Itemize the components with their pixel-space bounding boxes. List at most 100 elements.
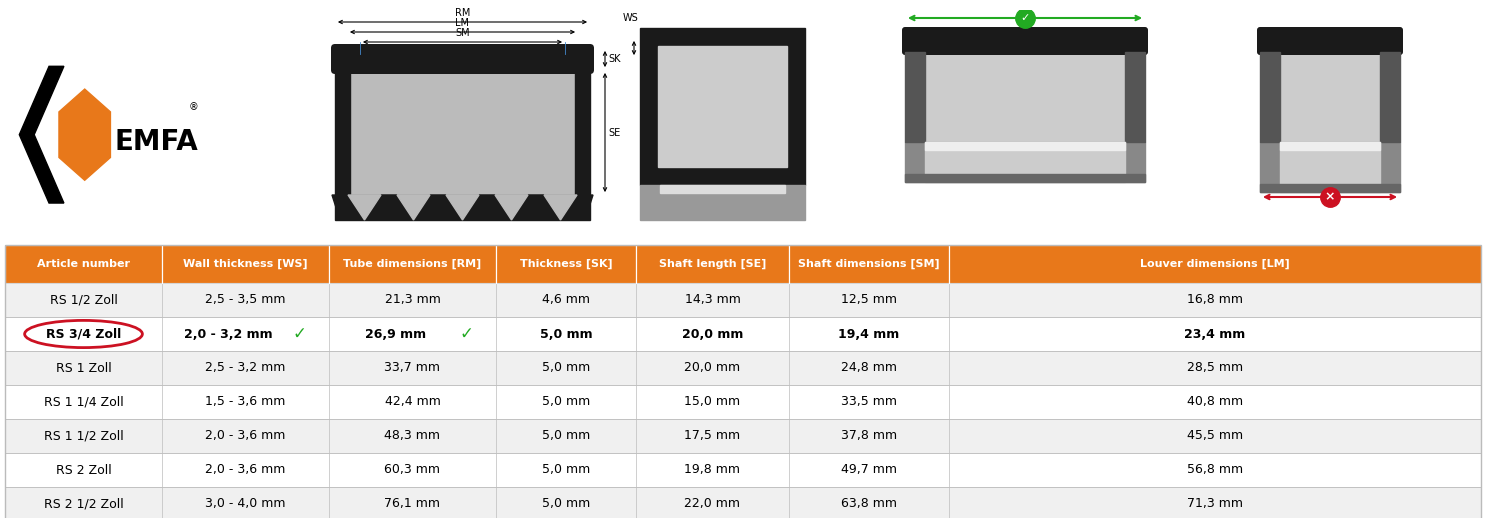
Polygon shape	[429, 195, 446, 220]
Text: Shaft length [SE]: Shaft length [SE]	[658, 259, 767, 269]
Bar	[924, 142, 1125, 150]
Text: WS: WS	[623, 13, 639, 23]
Polygon shape	[348, 195, 380, 220]
Bar	[328, 351, 496, 385]
Bar	[328, 317, 496, 351]
Bar	[162, 317, 328, 351]
Text: 24,8 mm: 24,8 mm	[841, 362, 898, 375]
Bar	[328, 283, 496, 317]
Bar	[162, 351, 328, 385]
Bar	[328, 453, 496, 487]
Bar	[328, 385, 496, 419]
Bar	[4, 453, 162, 487]
Bar	[924, 52, 1125, 142]
Text: 2,0 - 3,6 mm: 2,0 - 3,6 mm	[205, 464, 285, 477]
Text: ×: ×	[1324, 191, 1336, 204]
Bar	[789, 245, 950, 283]
FancyBboxPatch shape	[331, 44, 594, 74]
Polygon shape	[544, 195, 577, 220]
Bar	[950, 317, 1482, 351]
Polygon shape	[19, 66, 64, 203]
Text: 16,8 mm: 16,8 mm	[1187, 294, 1242, 307]
Text: 3,0 - 4,0 mm: 3,0 - 4,0 mm	[205, 497, 285, 511]
Bar	[328, 419, 496, 453]
Text: 76,1 mm: 76,1 mm	[385, 497, 440, 511]
Text: 33,5 mm: 33,5 mm	[841, 396, 898, 409]
Text: RS 2 Zoll: RS 2 Zoll	[55, 464, 111, 477]
Text: RS 2 1/2 Zoll: RS 2 1/2 Zoll	[43, 497, 123, 511]
Text: EMFA: EMFA	[114, 127, 198, 155]
Bar	[636, 245, 789, 283]
Bar	[789, 283, 950, 317]
Bar	[4, 419, 162, 453]
Bar	[789, 453, 950, 487]
Text: 56,8 mm: 56,8 mm	[1187, 464, 1244, 477]
Text: 42,4 mm: 42,4 mm	[385, 396, 440, 409]
Bar	[950, 419, 1482, 453]
Text: 5,0 mm: 5,0 mm	[542, 464, 590, 477]
Bar	[950, 283, 1482, 317]
Text: 5,0 mm: 5,0 mm	[542, 429, 590, 442]
Bar	[636, 351, 789, 385]
Bar	[905, 174, 1146, 182]
Text: 21,3 mm: 21,3 mm	[385, 294, 440, 307]
Text: RS 1 1/4 Zoll: RS 1 1/4 Zoll	[43, 396, 123, 409]
Bar	[950, 351, 1482, 385]
Bar	[162, 283, 328, 317]
Text: Tube dimensions [RM]: Tube dimensions [RM]	[343, 259, 481, 269]
Bar	[162, 419, 328, 453]
Polygon shape	[478, 195, 495, 220]
Bar	[4, 351, 162, 385]
Bar	[1260, 184, 1400, 192]
FancyBboxPatch shape	[902, 27, 1149, 55]
Text: 63,8 mm: 63,8 mm	[841, 497, 898, 511]
Text: 2,5 - 3,5 mm: 2,5 - 3,5 mm	[205, 294, 285, 307]
Text: RS 1 Zoll: RS 1 Zoll	[55, 362, 111, 375]
Bar	[496, 419, 636, 453]
Text: 60,3 mm: 60,3 mm	[385, 464, 440, 477]
Text: LM: LM	[456, 18, 470, 28]
Text: RM: RM	[455, 8, 470, 18]
Bar	[905, 142, 1146, 182]
Bar	[496, 351, 636, 385]
Text: Louver dimensions [LM]: Louver dimensions [LM]	[1140, 259, 1290, 269]
Bar	[1279, 142, 1380, 192]
Bar	[1125, 52, 1146, 142]
Text: SM: SM	[455, 28, 470, 38]
Bar	[950, 453, 1482, 487]
Polygon shape	[577, 195, 593, 220]
Text: Article number: Article number	[37, 259, 129, 269]
Text: ✓: ✓	[459, 325, 473, 343]
Bar	[950, 487, 1482, 518]
Text: RS 1 1/2 Zoll: RS 1 1/2 Zoll	[43, 429, 123, 442]
Bar	[328, 487, 496, 518]
Text: 2,0 - 3,6 mm: 2,0 - 3,6 mm	[205, 429, 285, 442]
Bar	[789, 317, 950, 351]
Bar	[162, 487, 328, 518]
Text: 5,0 mm: 5,0 mm	[542, 497, 590, 511]
Bar	[328, 245, 496, 283]
Text: SE: SE	[608, 127, 620, 137]
Text: 71,3 mm: 71,3 mm	[1187, 497, 1242, 511]
Text: 14,3 mm: 14,3 mm	[685, 294, 740, 307]
Polygon shape	[380, 195, 397, 220]
Text: 37,8 mm: 37,8 mm	[841, 429, 898, 442]
Text: SK: SK	[608, 54, 621, 64]
Bar	[1260, 142, 1400, 192]
Bar	[636, 385, 789, 419]
Text: 48,3 mm: 48,3 mm	[385, 429, 440, 442]
Bar	[496, 453, 636, 487]
Text: 33,7 mm: 33,7 mm	[385, 362, 440, 375]
Text: 1,5 - 3,6 mm: 1,5 - 3,6 mm	[205, 396, 285, 409]
FancyBboxPatch shape	[1257, 27, 1403, 55]
Bar	[789, 487, 950, 518]
Text: Thickness [SK]: Thickness [SK]	[520, 259, 612, 269]
Polygon shape	[397, 195, 429, 220]
Bar	[4, 245, 1482, 518]
Text: 5,0 mm: 5,0 mm	[539, 327, 593, 340]
Text: 20,0 mm: 20,0 mm	[682, 327, 743, 340]
Bar	[348, 70, 578, 195]
Text: RS 3/4 Zoll: RS 3/4 Zoll	[46, 327, 122, 340]
Text: 49,7 mm: 49,7 mm	[841, 464, 898, 477]
Bar	[575, 70, 590, 195]
